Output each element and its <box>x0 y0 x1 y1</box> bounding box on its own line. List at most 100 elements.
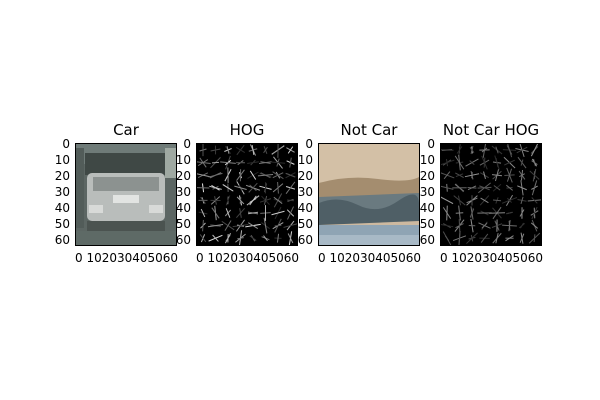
y-tick: 50 <box>175 217 191 231</box>
hog-cell-stroke <box>440 185 454 190</box>
hog-cell-stroke <box>516 146 528 154</box>
x-tick-row: 0 102030405060 <box>75 251 179 265</box>
hog-cell-stroke <box>232 224 249 228</box>
y-tick: 60 <box>419 233 435 247</box>
y-tick: 30 <box>54 185 70 199</box>
hog-cell-stroke <box>285 181 296 195</box>
hog-cell-stroke <box>249 195 257 206</box>
x-tick-row: 0 102030405060 <box>440 251 544 265</box>
hog-cell-stroke <box>287 206 294 220</box>
y-tick: 0 <box>183 137 191 151</box>
hog-cell-stroke <box>531 206 538 220</box>
y-tick: 10 <box>419 153 435 167</box>
hog-cell-stroke <box>202 219 204 232</box>
hog-cell-stroke <box>491 174 503 177</box>
y-tick: 20 <box>297 169 313 183</box>
y-tick: 30 <box>419 185 435 199</box>
hog-cell-stroke <box>444 235 450 242</box>
hog-cell-stroke <box>506 211 513 215</box>
hog-cell-stroke <box>209 185 222 190</box>
hog-cell-stroke <box>531 180 538 196</box>
panel-not-car-hog: Not Car HOG 0 10 20 30 40 50 60 0 102030… <box>420 121 543 265</box>
hog-cell-stroke <box>235 146 246 154</box>
hog-cell-stroke <box>270 161 286 164</box>
hog-cell-stroke <box>257 174 274 177</box>
hog-cell-stroke <box>520 196 524 205</box>
hog-cell-stroke <box>457 195 462 206</box>
hog-cell-stroke <box>495 233 499 244</box>
hog-cell-stroke <box>286 199 295 202</box>
axes-frame <box>196 143 298 246</box>
hog-cell-stroke <box>237 237 244 240</box>
hog-cell-stroke <box>470 206 474 220</box>
hog-cell-stroke <box>530 143 539 157</box>
hog-cell-stroke <box>480 233 489 243</box>
hog-cell-stroke <box>506 168 513 182</box>
hog-cell-stroke <box>466 232 478 244</box>
hog-cell-stroke <box>199 234 207 243</box>
hog-cell-stroke <box>519 173 525 178</box>
hog-cell-stroke <box>531 197 538 204</box>
hog-cell-stroke <box>520 159 524 166</box>
hog-cell-stroke <box>469 160 475 165</box>
y-tick: 20 <box>419 169 435 183</box>
panel-car: Car 0 10 20 30 40 50 60 0 102030405060 <box>55 121 178 265</box>
hog-cell-stroke <box>225 195 231 206</box>
y-tick: 60 <box>54 233 70 247</box>
hog-cell-stroke <box>249 170 257 180</box>
hog-cell-stroke <box>508 220 511 232</box>
axes-frame <box>440 143 542 246</box>
hog-cell-stroke <box>443 171 451 180</box>
hog-cell-stroke <box>277 181 279 194</box>
y-tick: 10 <box>175 153 191 167</box>
y-tick: 60 <box>297 233 313 247</box>
y-tick: 20 <box>54 169 70 183</box>
hog-cell-stroke <box>506 184 513 191</box>
hog-cell-stroke <box>492 199 502 202</box>
y-tick: 50 <box>297 217 313 231</box>
y-tick: 40 <box>175 201 191 215</box>
y-tick: 50 <box>419 217 435 231</box>
hog-cell-stroke <box>519 209 525 217</box>
hog-cell-stroke <box>208 172 223 178</box>
x-tick-row: 0 102030405060 <box>196 251 300 265</box>
panel-title: Not Car HOG <box>442 121 540 139</box>
road-scene-image <box>319 144 419 245</box>
hog-cell-stroke <box>479 185 490 191</box>
hog-cell-stroke <box>247 211 259 215</box>
hog-cell-stroke <box>211 207 220 219</box>
hog-cell-stroke <box>480 197 489 204</box>
y-tick: 0 <box>62 137 70 151</box>
hog-cell-stroke <box>504 159 515 166</box>
panel-title: Not Car <box>340 121 398 139</box>
hog-cell-stroke <box>518 222 526 229</box>
axes-frame <box>318 143 420 246</box>
y-tick: 40 <box>297 201 313 215</box>
hog-cell-stroke <box>200 208 206 218</box>
hog-cell-stroke <box>248 182 258 193</box>
y-tick: 60 <box>175 233 191 247</box>
hog-cell-stroke <box>505 235 514 242</box>
hog-cell-stroke <box>259 198 272 203</box>
hog-cell-stroke <box>489 212 505 214</box>
hog-cell-stroke <box>481 222 488 229</box>
hog-cell-stroke <box>274 224 282 227</box>
hog-cell-stroke <box>258 161 273 164</box>
hog-cell-stroke <box>446 205 448 221</box>
hog-cell-stroke <box>469 147 475 153</box>
hog-cell-stroke <box>236 169 245 181</box>
hog-cell-stroke <box>273 196 283 204</box>
y-tick: 0 <box>305 137 313 151</box>
hog-cell-stroke <box>506 145 513 155</box>
y-tick: 40 <box>54 201 70 215</box>
hog-cell-stroke <box>458 219 461 233</box>
y-tick: 20 <box>175 169 191 183</box>
hog-cell-stroke <box>458 230 461 246</box>
car-image <box>76 144 176 245</box>
hog-cell-stroke <box>531 160 538 165</box>
hog-cell-stroke <box>458 154 461 171</box>
hog-cell-stroke <box>481 155 488 170</box>
axes-frame <box>75 143 177 246</box>
hog-cell-stroke <box>458 205 461 221</box>
